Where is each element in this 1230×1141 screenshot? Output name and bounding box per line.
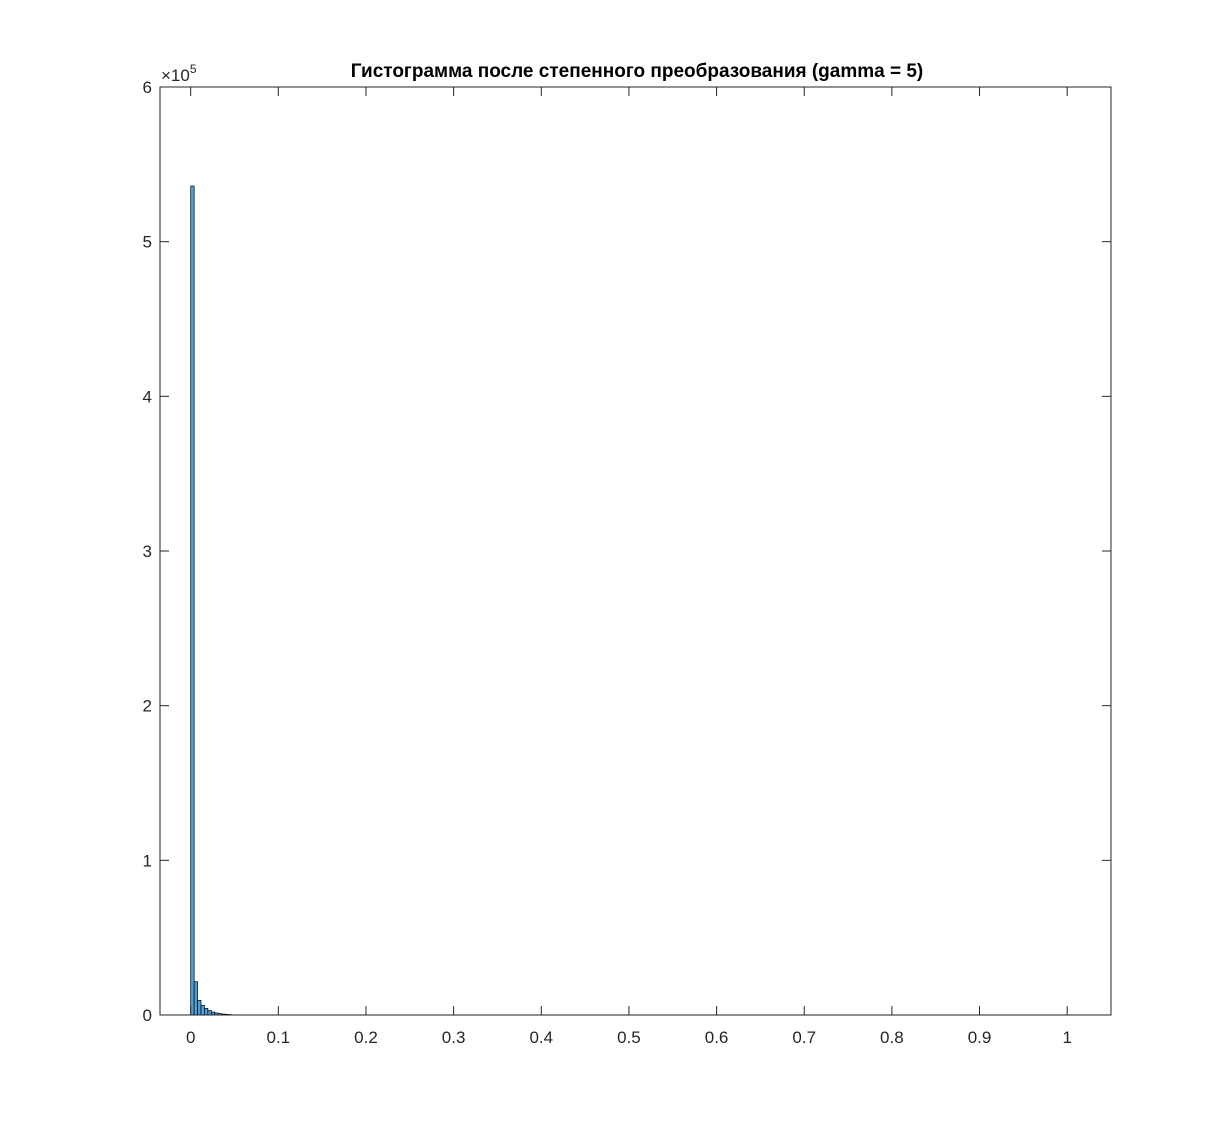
x-tick-label: 0.6 <box>705 1028 729 1047</box>
x-axis-ticks: 0 0.1 0.2 0.3 0.4 0.5 0.6 0.7 0.8 0.9 1 <box>186 87 1072 1047</box>
chart-title: Гистограмма после степенного преобразова… <box>351 61 924 82</box>
histogram-bar <box>200 1005 205 1016</box>
histogram-bar <box>204 1007 209 1016</box>
histogram-bar <box>190 185 195 1016</box>
y-multiplier-base: ×10 <box>161 66 190 85</box>
y-tick-label: 2 <box>143 697 152 716</box>
x-tick-label: 0.5 <box>617 1028 641 1047</box>
x-tick-label: 0.7 <box>792 1028 816 1047</box>
x-tick-label: 0.2 <box>354 1028 378 1047</box>
x-tick-label: 1 <box>1062 1028 1071 1047</box>
histogram-bars <box>190 185 233 1016</box>
y-multiplier-exponent: 5 <box>190 62 197 76</box>
x-tick-label: 0.4 <box>529 1028 553 1047</box>
y-tick-label: 5 <box>143 233 152 252</box>
y-tick-label: 4 <box>143 387 152 406</box>
y-tick-label: 1 <box>143 851 152 870</box>
x-tick-label: 0.3 <box>442 1028 466 1047</box>
y-axis-ticks: 0 1 2 3 4 5 6 <box>143 78 1111 1025</box>
y-tick-label: 6 <box>143 78 152 97</box>
y-tick-label: 0 <box>143 1006 152 1025</box>
x-tick-label: 0.1 <box>267 1028 291 1047</box>
y-axis-multiplier: ×105 <box>161 62 197 85</box>
x-tick-label: 0.8 <box>880 1028 904 1047</box>
x-tick-label: 0 <box>186 1028 195 1047</box>
y-tick-label: 3 <box>143 542 152 561</box>
axes-box <box>159 86 1112 1016</box>
histogram-bar <box>197 999 202 1016</box>
axes-background <box>160 87 1111 1015</box>
histogram-bar <box>207 1010 212 1016</box>
x-tick-label: 0.9 <box>968 1028 992 1047</box>
histogram-bar <box>193 981 198 1016</box>
